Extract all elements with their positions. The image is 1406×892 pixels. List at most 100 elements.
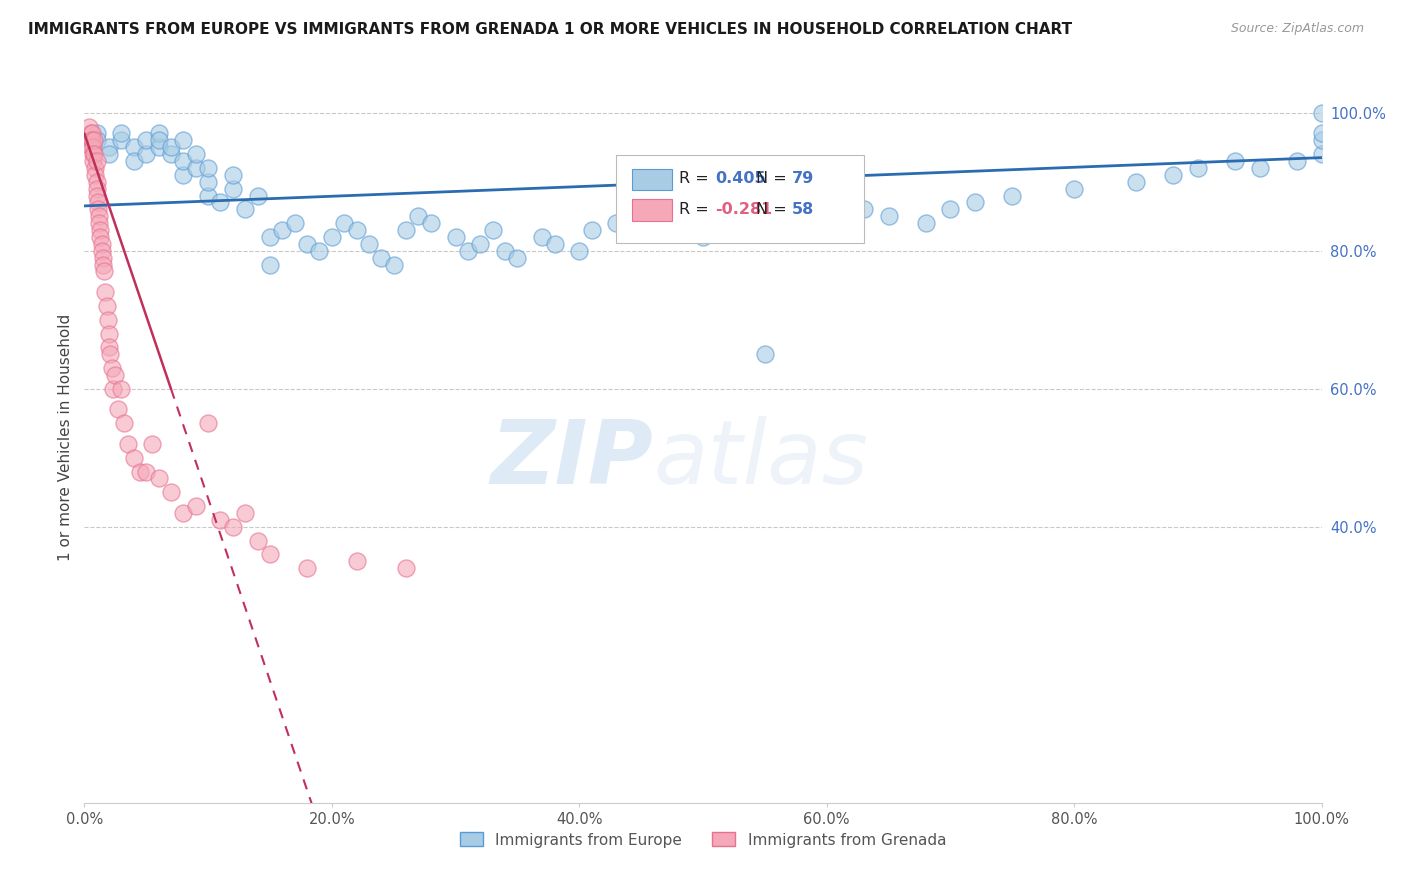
Point bbox=[222, 168, 245, 182]
Point bbox=[87, 202, 110, 217]
Point bbox=[1310, 105, 1333, 120]
Point bbox=[271, 223, 294, 237]
Point bbox=[87, 195, 110, 210]
Point bbox=[531, 230, 554, 244]
Point bbox=[543, 236, 565, 251]
Text: 58: 58 bbox=[792, 202, 814, 217]
Point bbox=[259, 230, 281, 244]
Point bbox=[1001, 188, 1024, 202]
Point bbox=[605, 216, 627, 230]
Point bbox=[370, 251, 392, 265]
Point bbox=[84, 161, 107, 175]
Point bbox=[86, 154, 108, 169]
Point bbox=[259, 258, 281, 272]
Point bbox=[481, 223, 503, 237]
Point bbox=[110, 382, 132, 396]
Point bbox=[295, 236, 318, 251]
Point bbox=[284, 216, 307, 230]
Point bbox=[914, 216, 936, 230]
Y-axis label: 1 or more Vehicles in Household: 1 or more Vehicles in Household bbox=[58, 313, 73, 561]
Point bbox=[197, 188, 219, 202]
Point bbox=[160, 485, 183, 500]
Text: R =: R = bbox=[679, 171, 714, 186]
Point bbox=[94, 285, 117, 300]
Point bbox=[444, 230, 467, 244]
Point bbox=[83, 147, 105, 161]
Legend: Immigrants from Europe, Immigrants from Grenada: Immigrants from Europe, Immigrants from … bbox=[454, 826, 952, 854]
Point bbox=[643, 216, 665, 230]
Point bbox=[135, 133, 157, 147]
Point bbox=[79, 127, 101, 141]
Text: IMMIGRANTS FROM EUROPE VS IMMIGRANTS FROM GRENADA 1 OR MORE VEHICLES IN HOUSEHOL: IMMIGRANTS FROM EUROPE VS IMMIGRANTS FRO… bbox=[28, 22, 1073, 37]
Point bbox=[84, 168, 107, 182]
Point bbox=[98, 340, 121, 354]
Point bbox=[1249, 161, 1271, 175]
Point bbox=[852, 202, 875, 217]
Point bbox=[148, 471, 170, 485]
Point bbox=[172, 506, 194, 520]
Point bbox=[965, 195, 987, 210]
Point bbox=[93, 264, 115, 278]
Point bbox=[308, 244, 330, 258]
Point bbox=[97, 312, 120, 326]
Point bbox=[98, 147, 121, 161]
Point bbox=[617, 209, 640, 223]
Point bbox=[494, 244, 516, 258]
Point bbox=[184, 147, 207, 161]
Point bbox=[117, 437, 139, 451]
Point bbox=[222, 182, 245, 196]
Point bbox=[135, 147, 157, 161]
Point bbox=[98, 326, 121, 341]
Point bbox=[395, 223, 418, 237]
Point bbox=[209, 195, 232, 210]
Point bbox=[457, 244, 479, 258]
Text: atlas: atlas bbox=[654, 416, 869, 502]
FancyBboxPatch shape bbox=[633, 169, 672, 190]
Point bbox=[321, 230, 343, 244]
Point bbox=[692, 230, 714, 244]
Point bbox=[346, 554, 368, 568]
Point bbox=[172, 154, 194, 169]
Point bbox=[90, 236, 112, 251]
Point bbox=[754, 347, 776, 361]
Point bbox=[172, 133, 194, 147]
Point bbox=[82, 154, 104, 169]
Point bbox=[83, 133, 105, 147]
Point bbox=[91, 258, 114, 272]
Point bbox=[141, 437, 163, 451]
Point bbox=[333, 216, 356, 230]
Point bbox=[1063, 182, 1085, 196]
Point bbox=[470, 236, 492, 251]
Point bbox=[89, 216, 111, 230]
Point bbox=[581, 223, 603, 237]
Point bbox=[148, 127, 170, 141]
Point bbox=[209, 513, 232, 527]
Point bbox=[110, 127, 132, 141]
Point bbox=[382, 258, 405, 272]
Point bbox=[112, 417, 135, 431]
Point bbox=[568, 244, 591, 258]
Text: -0.281: -0.281 bbox=[716, 202, 773, 217]
Point bbox=[815, 195, 838, 210]
Point bbox=[122, 450, 145, 465]
Point bbox=[1285, 154, 1308, 169]
Point bbox=[346, 223, 368, 237]
Point bbox=[86, 127, 108, 141]
Point bbox=[357, 236, 380, 251]
Point bbox=[419, 216, 441, 230]
Text: Source: ZipAtlas.com: Source: ZipAtlas.com bbox=[1230, 22, 1364, 36]
Point bbox=[80, 127, 103, 141]
Point bbox=[89, 230, 111, 244]
Text: N =: N = bbox=[756, 202, 792, 217]
Point bbox=[939, 202, 962, 217]
Point bbox=[122, 154, 145, 169]
Point bbox=[110, 133, 132, 147]
Point bbox=[233, 506, 256, 520]
Point bbox=[86, 133, 108, 147]
FancyBboxPatch shape bbox=[616, 155, 863, 244]
Text: ZIP: ZIP bbox=[491, 416, 654, 502]
Point bbox=[98, 347, 121, 361]
Point bbox=[779, 202, 801, 217]
Point bbox=[129, 465, 152, 479]
Point bbox=[246, 188, 269, 202]
